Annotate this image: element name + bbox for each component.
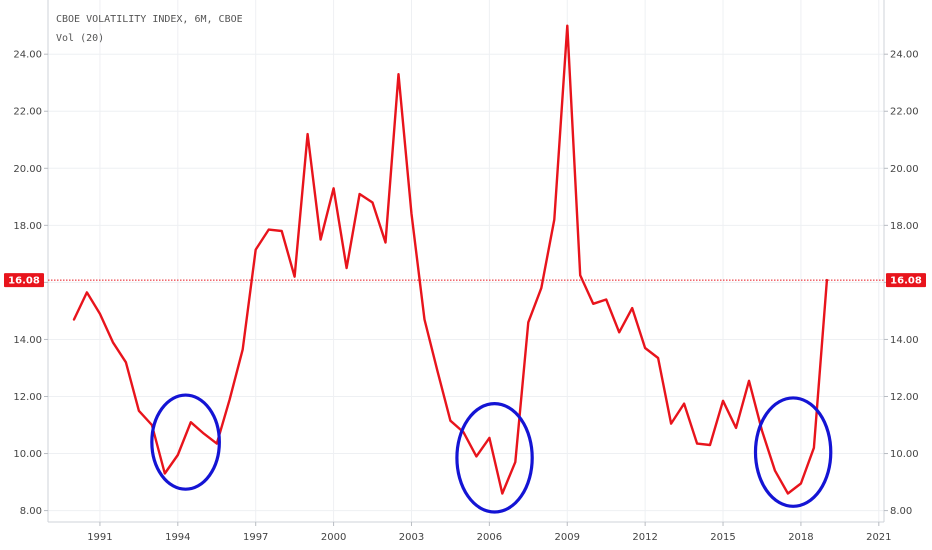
vix-line [72, 24, 829, 495]
y-tick-label-left: 12.00 [13, 392, 42, 403]
y-axis-right: 8.0010.0012.0014.0016.0018.0020.0022.002… [884, 50, 919, 517]
x-tick-label: 1997 [243, 532, 268, 543]
x-tick-label: 2021 [866, 532, 891, 543]
x-tick-label: 2006 [477, 532, 502, 543]
y-tick-label-left: 10.00 [13, 449, 42, 460]
x-tick-label: 2003 [399, 532, 424, 543]
last-value-tags: 16.08 16.08 [4, 273, 926, 288]
y-tick-label-right: 22.00 [890, 107, 919, 118]
y-tick-label-left: 24.00 [13, 50, 42, 61]
x-tick-label: 2009 [555, 532, 580, 543]
series-layer [72, 24, 829, 495]
last-value-tag-left [4, 273, 44, 288]
y-tick-label-right: 8.00 [890, 506, 912, 517]
y-tick-label-left: 14.00 [13, 335, 42, 346]
x-tick-label: 1991 [87, 532, 112, 543]
highlight-circle [753, 396, 833, 508]
chart-title: CBOE VOLATILITY INDEX, 6M, CBOE [56, 14, 243, 25]
x-tick-label: 2018 [788, 532, 813, 543]
x-tick-label: 2000 [321, 532, 346, 543]
grid-lines [48, 0, 884, 522]
y-tick-label-right: 10.00 [890, 449, 919, 460]
last-value-tag-right [886, 273, 926, 288]
y-tick-label-left: 20.00 [13, 164, 42, 175]
last-value-label-left: 16.08 [8, 276, 40, 287]
x-tick-label: 2015 [710, 532, 735, 543]
x-tick-label: 2012 [632, 532, 657, 543]
y-tick-label-left: 18.00 [13, 221, 42, 232]
y-tick-label-right: 12.00 [890, 392, 919, 403]
y-tick-label-right: 20.00 [890, 164, 919, 175]
highlight-circles [150, 393, 833, 514]
y-tick-label-right: 18.00 [890, 221, 919, 232]
last-value-label-right: 16.08 [890, 276, 922, 287]
y-tick-label-left: 8.00 [20, 506, 42, 517]
chart-subtitle: Vol (20) [56, 33, 105, 44]
highlight-circle [455, 402, 534, 514]
y-tick-label-left: 22.00 [13, 107, 42, 118]
x-tick-label: 1994 [165, 532, 190, 543]
x-axis: 1991 1994 1997 2000 2003 2006 2009 2012 2015 2018… [87, 522, 892, 543]
y-tick-label-right: 14.00 [890, 335, 919, 346]
highlight-circle [150, 393, 221, 491]
y-tick-label-right: 24.00 [890, 50, 919, 61]
